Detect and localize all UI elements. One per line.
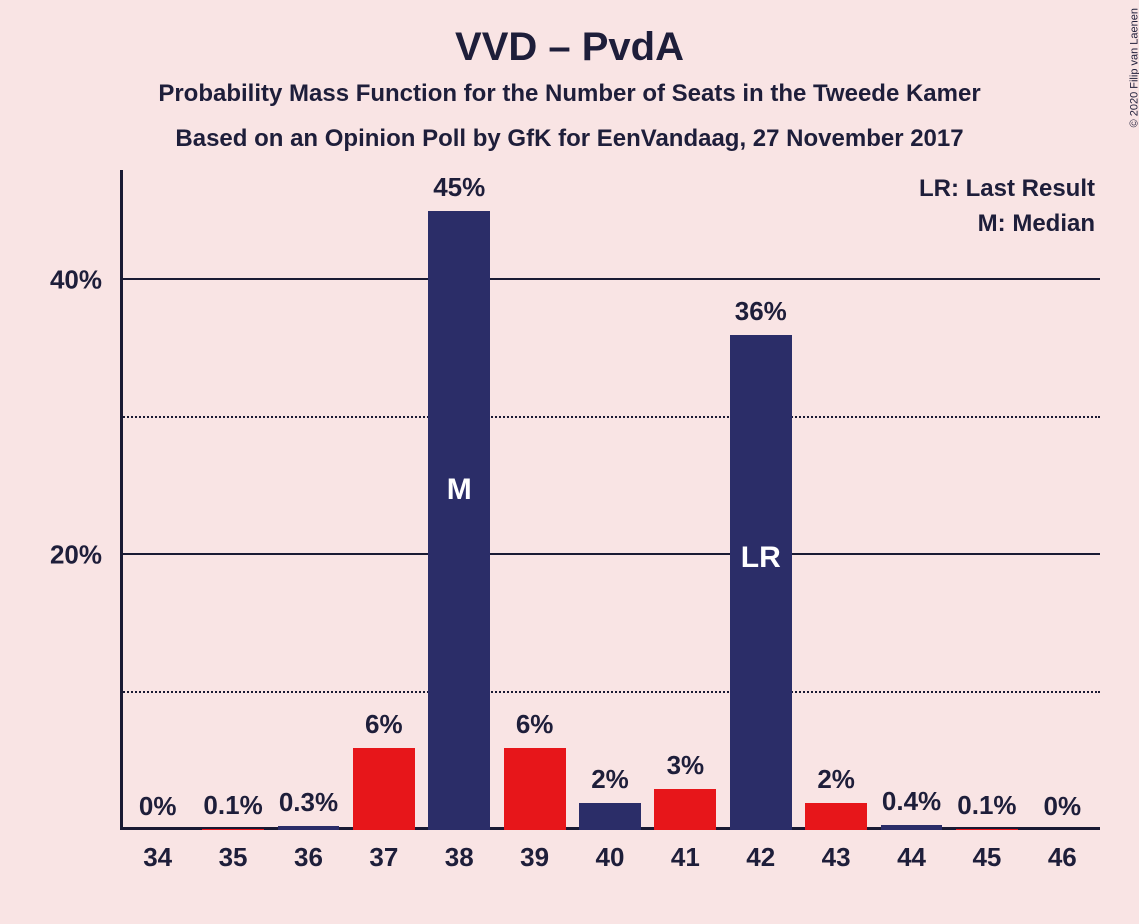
x-axis-label: 36 [294, 842, 323, 873]
x-axis-label: 44 [897, 842, 926, 873]
x-axis-label: 34 [143, 842, 172, 873]
bar [504, 748, 566, 831]
bar-overlay-label: LR [741, 541, 781, 575]
x-axis-label: 38 [445, 842, 474, 873]
chart-container: VVD – PvdA Probability Mass Function for… [0, 0, 1139, 924]
bar-value-label: 0.1% [203, 790, 262, 821]
bar-value-label: 3% [667, 750, 705, 781]
bar [353, 748, 415, 831]
x-axis-label: 46 [1048, 842, 1077, 873]
bar [730, 335, 792, 830]
bar [202, 829, 264, 830]
x-axis-label: 35 [219, 842, 248, 873]
bar [881, 825, 943, 831]
bar [278, 826, 340, 830]
bar [805, 803, 867, 831]
chart-title: VVD – PvdA [0, 25, 1139, 70]
x-axis-label: 41 [671, 842, 700, 873]
chart-subtitle-1: Probability Mass Function for the Number… [0, 80, 1139, 108]
gridline [120, 553, 1100, 555]
bar-value-label: 0.3% [279, 787, 338, 818]
y-axis-line [120, 170, 123, 830]
x-axis-label: 39 [520, 842, 549, 873]
bar-value-label: 0.4% [882, 786, 941, 817]
bar-value-label: 0% [1044, 791, 1082, 822]
y-axis-label: 40% [50, 265, 102, 296]
bar [956, 829, 1018, 830]
bar-value-label: 6% [516, 709, 554, 740]
chart-subtitle-2: Based on an Opinion Poll by GfK for EenV… [0, 125, 1139, 153]
plot-area: 20%40%0%340.1%350.3%366%3745%386%392%403… [120, 170, 1100, 830]
x-axis-label: 42 [746, 842, 775, 873]
x-axis-label: 45 [972, 842, 1001, 873]
copyright-text: © 2020 Filip van Laenen [1128, 8, 1139, 127]
x-axis-label: 37 [369, 842, 398, 873]
bar-value-label: 0% [139, 791, 177, 822]
bar-value-label: 36% [735, 296, 787, 327]
bar-value-label: 6% [365, 709, 403, 740]
bar-overlay-label: M [447, 473, 472, 507]
gridline [120, 278, 1100, 280]
bar-value-label: 2% [591, 764, 629, 795]
gridline [120, 691, 1100, 693]
y-axis-label: 20% [50, 540, 102, 571]
bar-value-label: 45% [433, 172, 485, 203]
bar-value-label: 0.1% [957, 790, 1016, 821]
bar [579, 803, 641, 831]
bar [428, 211, 490, 830]
gridline [120, 416, 1100, 418]
x-axis-label: 40 [596, 842, 625, 873]
x-axis-label: 43 [822, 842, 851, 873]
bar [654, 789, 716, 830]
bar-value-label: 2% [817, 764, 855, 795]
